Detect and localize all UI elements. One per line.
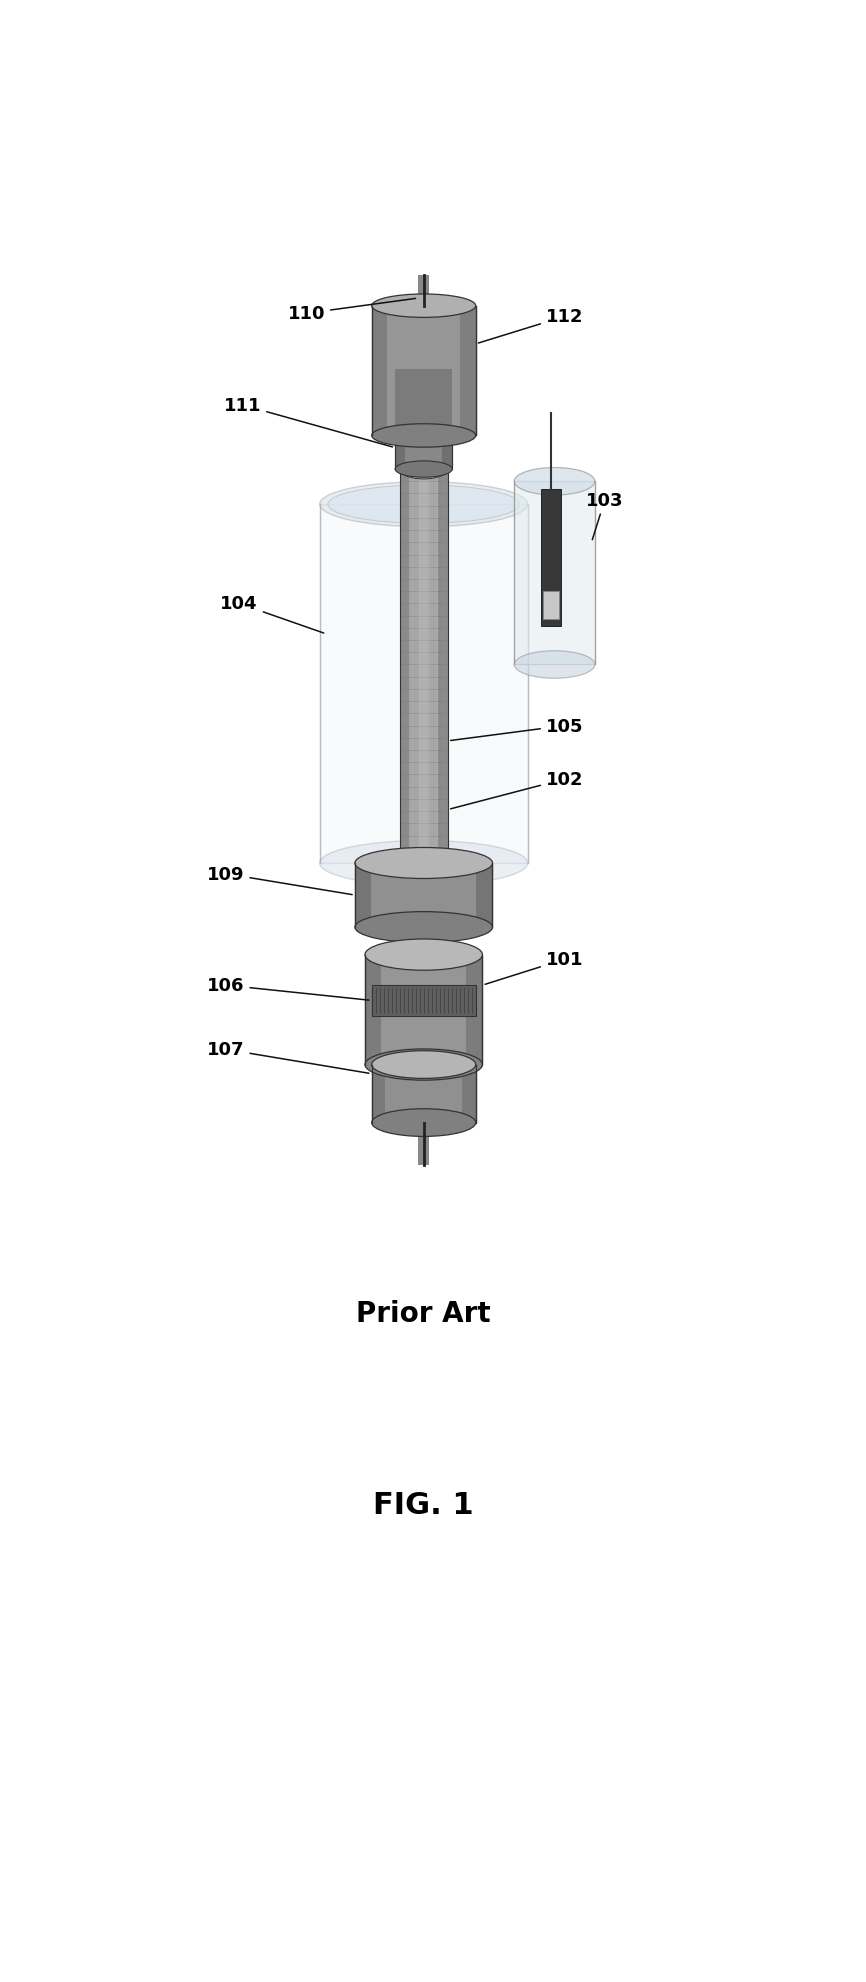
Bar <box>395 436 452 470</box>
Ellipse shape <box>355 848 493 880</box>
Bar <box>399 470 448 918</box>
Text: 104: 104 <box>220 595 324 634</box>
Ellipse shape <box>365 939 482 971</box>
Bar <box>395 371 452 428</box>
Text: 103: 103 <box>586 492 624 541</box>
Bar <box>365 955 482 1064</box>
Ellipse shape <box>355 912 493 943</box>
Bar <box>438 470 448 918</box>
Ellipse shape <box>372 1050 475 1078</box>
Ellipse shape <box>395 462 452 478</box>
Ellipse shape <box>372 424 475 448</box>
Bar <box>320 505 527 864</box>
Text: 112: 112 <box>478 309 584 343</box>
Bar <box>462 1064 475 1124</box>
Ellipse shape <box>395 428 452 444</box>
Bar <box>419 470 429 918</box>
Ellipse shape <box>372 295 475 319</box>
Text: 105: 105 <box>450 717 584 741</box>
Text: 107: 107 <box>207 1041 369 1074</box>
Bar <box>514 482 595 666</box>
Text: 102: 102 <box>450 771 584 809</box>
Ellipse shape <box>328 486 520 523</box>
Bar <box>466 955 482 1064</box>
Ellipse shape <box>320 482 527 527</box>
Bar <box>372 1064 385 1124</box>
Text: 101: 101 <box>485 951 584 985</box>
Bar <box>372 985 475 1017</box>
Text: 106: 106 <box>207 977 369 1001</box>
Bar <box>442 436 452 470</box>
Bar <box>395 436 405 470</box>
Bar <box>372 307 475 436</box>
Bar <box>365 955 381 1064</box>
Text: Prior Art: Prior Art <box>357 1300 491 1328</box>
Text: 111: 111 <box>223 396 392 448</box>
Ellipse shape <box>399 460 448 480</box>
Bar <box>543 593 559 618</box>
Ellipse shape <box>365 1048 482 1080</box>
Text: 110: 110 <box>288 299 416 323</box>
Ellipse shape <box>514 652 595 680</box>
Text: 109: 109 <box>207 866 352 896</box>
Ellipse shape <box>514 468 595 496</box>
Bar <box>372 1064 475 1124</box>
Bar <box>541 490 561 626</box>
Bar <box>355 864 372 928</box>
Bar <box>399 470 410 918</box>
Bar <box>372 307 387 436</box>
Bar <box>460 307 475 436</box>
Ellipse shape <box>372 1110 475 1138</box>
Text: FIG. 1: FIG. 1 <box>373 1490 474 1518</box>
Ellipse shape <box>320 840 527 886</box>
Ellipse shape <box>399 908 448 928</box>
Bar <box>476 864 493 928</box>
Bar <box>418 275 429 1165</box>
Bar <box>355 864 493 928</box>
